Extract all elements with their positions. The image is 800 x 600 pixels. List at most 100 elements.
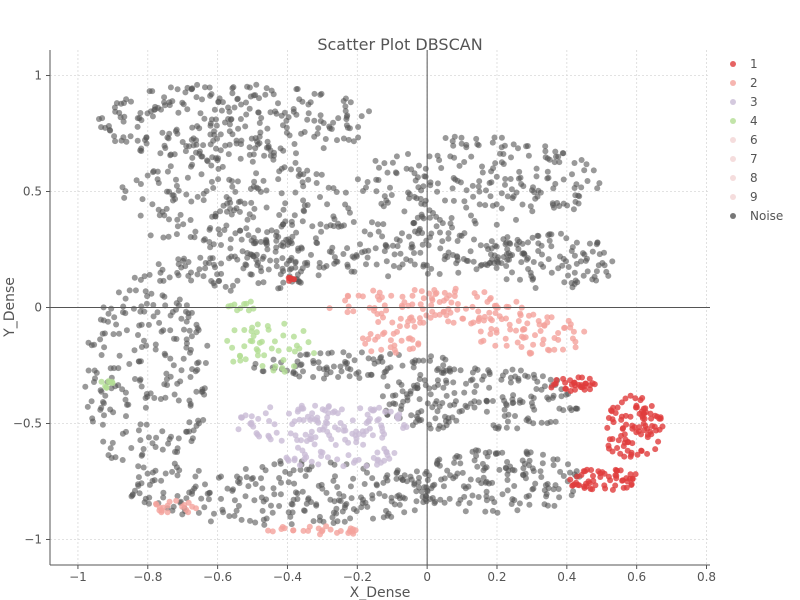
data-point [236, 480, 243, 487]
data-point [291, 141, 298, 147]
data-point [292, 371, 299, 377]
data-point [175, 187, 182, 194]
data-point [517, 312, 524, 319]
data-point [550, 486, 557, 493]
data-point [473, 266, 480, 273]
data-point [246, 84, 253, 91]
data-point [489, 479, 496, 486]
data-point [147, 232, 154, 239]
data-point [567, 321, 574, 328]
data-point [578, 157, 585, 163]
data-point [463, 144, 470, 151]
data-point [620, 484, 627, 491]
data-point [466, 500, 473, 506]
data-point [357, 405, 364, 412]
data-point [334, 518, 341, 525]
data-point [160, 277, 167, 284]
data-point [597, 474, 604, 480]
data-point [310, 518, 317, 525]
data-point [356, 375, 363, 381]
data-point [467, 248, 474, 255]
data-point [415, 479, 422, 486]
data-point [195, 327, 202, 333]
data-point [215, 99, 222, 106]
data-point [273, 263, 280, 270]
data-point [211, 128, 218, 135]
data-point [175, 435, 182, 442]
data-point [389, 242, 396, 249]
data-point [417, 301, 424, 308]
data-point [353, 508, 360, 515]
data-point [524, 373, 531, 380]
data-point [465, 483, 472, 490]
data-point [451, 293, 458, 299]
data-point [340, 135, 347, 142]
data-point [133, 177, 140, 184]
data-point [271, 338, 278, 345]
data-point [281, 320, 288, 327]
data-point [493, 173, 500, 180]
data-point [363, 261, 369, 268]
y-tick-label: −0.5 [13, 416, 42, 430]
legend-marker [730, 99, 736, 105]
data-point [545, 256, 552, 263]
data-point [179, 139, 186, 145]
data-point [344, 365, 351, 372]
data-point [478, 338, 485, 345]
data-point [632, 395, 639, 402]
data-point [188, 333, 195, 340]
data-point [514, 425, 521, 432]
data-point [353, 428, 360, 435]
data-point [550, 462, 557, 469]
data-point [442, 252, 449, 259]
data-point [524, 143, 531, 149]
data-point [461, 389, 468, 396]
data-point [516, 168, 523, 175]
data-point [345, 530, 352, 536]
data-point [254, 347, 261, 354]
data-point [533, 165, 540, 172]
data-point [301, 202, 308, 209]
data-point [311, 350, 317, 357]
data-point [347, 99, 354, 106]
data-point [499, 491, 506, 498]
data-point [269, 509, 276, 516]
series-1 [285, 274, 666, 493]
data-point [355, 292, 362, 299]
data-point [342, 189, 349, 196]
data-point [479, 163, 485, 170]
data-point [332, 442, 339, 448]
data-point [443, 377, 449, 384]
data-point [474, 293, 481, 300]
data-point [158, 106, 164, 113]
data-point [174, 86, 181, 93]
data-point [141, 337, 147, 344]
data-point [98, 404, 105, 411]
data-point [556, 159, 563, 166]
data-point [428, 302, 435, 309]
data-point [532, 285, 539, 291]
data-point [192, 228, 199, 235]
data-point [481, 317, 487, 324]
data-point [442, 197, 448, 204]
data-point [562, 385, 569, 392]
data-point [225, 303, 232, 310]
data-point [332, 473, 338, 480]
data-point [498, 134, 505, 141]
data-point [641, 410, 647, 417]
data-point [231, 497, 238, 504]
data-point [232, 188, 239, 195]
data-point [279, 255, 286, 262]
data-point [579, 374, 585, 381]
data-point [519, 201, 526, 208]
data-point [242, 356, 249, 363]
data-point [493, 265, 500, 271]
data-point [131, 274, 138, 281]
legend-marker [730, 213, 736, 219]
data-point [374, 461, 380, 468]
data-point [183, 143, 190, 149]
data-point [334, 258, 341, 265]
data-point [250, 240, 257, 247]
data-point [416, 474, 422, 481]
data-point [411, 323, 418, 330]
